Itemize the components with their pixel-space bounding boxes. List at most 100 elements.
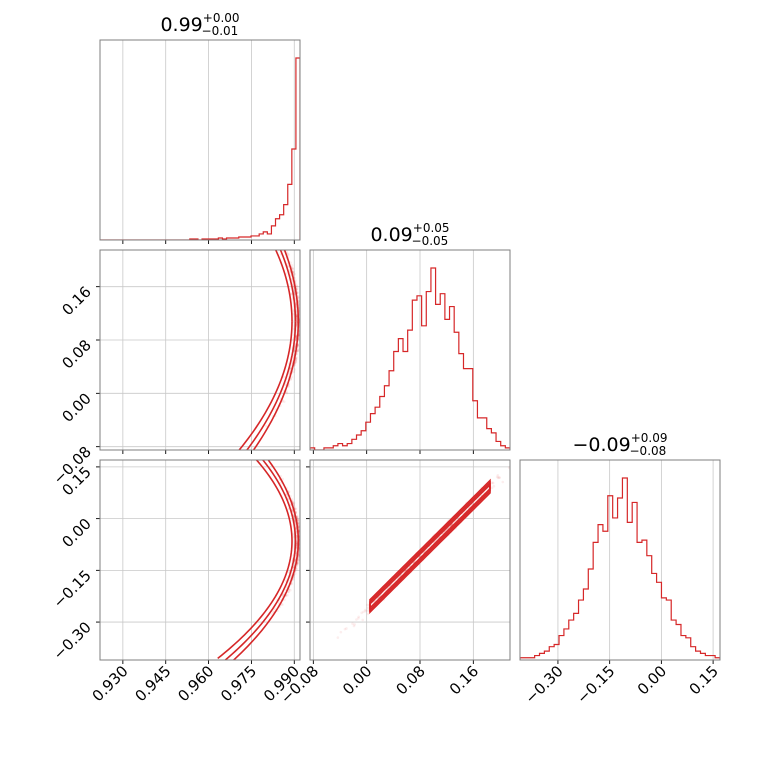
sample-point — [296, 518, 300, 521]
contour-line — [232, 541, 300, 660]
axes-frame — [99, 459, 301, 661]
hist-panel-2: −0.30 −0.15 0.00 0.15 — [519, 459, 722, 707]
sample-point — [282, 400, 286, 403]
histogram-step — [100, 57, 300, 240]
tick-label-x: 0.08 — [392, 662, 428, 698]
contour-line — [274, 250, 293, 322]
title-value: 0.09 — [370, 224, 412, 246]
sample-point — [366, 606, 370, 610]
sample-point — [531, 444, 534, 447]
sample-point — [292, 370, 296, 374]
sample-point — [519, 455, 522, 458]
panel-titles: 0.99+0.00 −0.01 0.09+0.05 −0.05 −0.09+0.09… — [160, 11, 667, 458]
contour-line — [279, 250, 297, 322]
sample-point — [352, 624, 356, 628]
sample-point — [490, 486, 494, 490]
sample-point — [292, 501, 296, 505]
axes-frame — [309, 459, 511, 661]
sample-point — [295, 284, 299, 288]
sample-point — [357, 617, 360, 620]
sample-point — [279, 481, 283, 485]
sample-point — [285, 391, 289, 395]
sample-point — [293, 272, 297, 276]
tick-label-y: −0.30 — [50, 618, 95, 663]
contour-line — [238, 321, 293, 450]
points-group — [238, 209, 300, 450]
sample-point — [339, 630, 343, 634]
sample-point — [296, 518, 300, 522]
sample-point — [287, 590, 290, 594]
sample-point — [294, 360, 297, 364]
sample-point — [297, 558, 300, 562]
contour-line — [283, 250, 300, 322]
sample-point — [289, 588, 292, 592]
contour-line — [261, 460, 297, 542]
sample-point — [278, 237, 281, 240]
sample-point — [353, 623, 356, 626]
sample-point — [297, 297, 300, 300]
title-value: −0.09 — [572, 434, 630, 456]
tick-label-x: 0.00 — [339, 662, 375, 698]
scatter-panel-1-0: −0.080.000.080.16 — [50, 209, 301, 488]
sample-point — [297, 555, 300, 558]
sample-point — [287, 253, 290, 256]
contour-line — [245, 321, 297, 450]
sample-point — [282, 375, 286, 379]
sample-point — [295, 287, 299, 290]
sample-point — [286, 593, 289, 597]
sample-point — [296, 347, 300, 351]
sample-point — [281, 246, 284, 249]
sample-point — [294, 360, 298, 364]
sample-point — [355, 618, 358, 621]
sample-point — [265, 454, 268, 457]
sample-point — [290, 375, 293, 379]
sample-point — [501, 480, 505, 484]
contour-line — [252, 321, 300, 450]
title-plus: +0.00 — [203, 11, 240, 25]
sample-point — [336, 636, 340, 639]
sample-point — [361, 618, 365, 622]
sample-point — [289, 261, 293, 264]
sample-point — [281, 603, 284, 606]
tick-label-x: 0.960 — [174, 662, 217, 705]
sample-point — [351, 622, 354, 626]
sample-point — [296, 349, 299, 353]
sample-point — [495, 475, 499, 479]
tick-label-y: 0.00 — [58, 389, 94, 425]
sample-point — [297, 295, 300, 298]
sample-point — [507, 466, 510, 470]
contour-line — [267, 460, 300, 542]
points-group — [336, 444, 534, 639]
sample-point — [293, 368, 297, 371]
corner-panels: −0.30 −0.15 0.00 0.15−0.08 0.00 0.08 0.16 0.930… — [50, 39, 722, 707]
sample-point — [291, 267, 294, 271]
tick-label-y: 0.00 — [58, 515, 94, 551]
tick-label-x: −0.30 — [522, 662, 567, 707]
tick-label-y: 0.08 — [58, 336, 94, 372]
sample-point — [283, 598, 286, 601]
sample-point — [517, 457, 520, 460]
tick-label-x: 0.16 — [446, 662, 482, 698]
sample-point — [295, 567, 299, 571]
sample-point — [492, 484, 496, 488]
sample-point — [281, 477, 284, 481]
title-minus: −0.08 — [630, 444, 667, 458]
tick-label-x: 0.930 — [89, 662, 132, 705]
sample-point — [362, 610, 365, 614]
title-param-2: −0.09+0.09 −0.08 — [572, 431, 667, 458]
sample-point — [290, 263, 294, 267]
axes-frame — [519, 459, 721, 661]
sample-point — [262, 209, 265, 212]
sample-point — [296, 349, 300, 352]
histogram-step — [520, 477, 720, 660]
sample-point — [271, 610, 275, 614]
sample-point — [264, 424, 268, 428]
histogram-step — [310, 267, 510, 450]
sample-point — [360, 611, 363, 615]
sample-point — [295, 356, 298, 359]
sample-point — [290, 266, 294, 269]
sample-point — [296, 349, 300, 352]
title-minus: −0.01 — [202, 24, 239, 38]
sample-point — [287, 490, 291, 493]
